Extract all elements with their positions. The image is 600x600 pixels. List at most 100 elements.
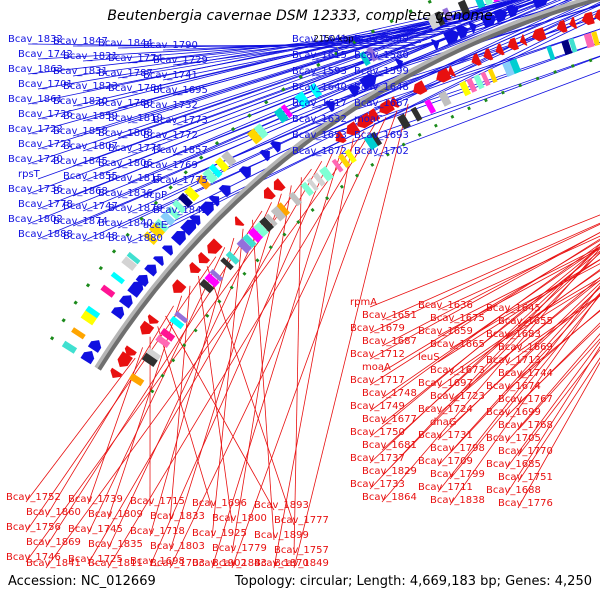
inner-feature-dot — [401, 142, 406, 147]
kbp-tick-label: 2150 kbp — [313, 35, 353, 45]
reverse-gene-label: Bcav_1893 — [254, 500, 309, 511]
reverse-gene-label-leader — [381, 232, 600, 347]
reverse-gene-label-leader — [293, 103, 409, 569]
reverse-gene-label: Bcav_1803 — [150, 541, 205, 552]
forward-gene — [506, 4, 519, 18]
reverse-gene-label: Bcav_1777 — [274, 515, 329, 526]
reverse-gene-label: Bcav_1659 — [418, 326, 473, 337]
forward-gene-label: Bcav_1778 — [18, 199, 73, 210]
forward-gene — [455, 25, 469, 39]
reverse-gene-label-leader — [369, 243, 600, 412]
outer-feature-dot — [316, 62, 321, 68]
forward-gene-label: Bcav_1774 — [108, 53, 163, 64]
reverse-gene-label-leader — [437, 282, 600, 441]
reverse-gene-label-leader — [369, 214, 600, 308]
reverse-cog-block — [259, 216, 275, 232]
forward-gene-label: Bcav_1672 — [292, 146, 347, 157]
reverse-gene-label: Bcav_1899 — [254, 530, 309, 541]
forward-cog-block — [434, 11, 446, 27]
outer-feature-dot — [247, 113, 252, 118]
reverse-gene-label: Bcav_1849 — [274, 558, 329, 569]
forward-gene-label: acpP — [143, 190, 167, 201]
forward-gene-label: Bcav_1831 — [53, 66, 108, 77]
reverse-gene-label-leader — [169, 285, 191, 522]
reverse-gene-label-leader — [45, 210, 263, 548]
reverse-gene-label-leader — [369, 246, 600, 464]
reverse-cog-block — [225, 251, 240, 265]
forward-cog-block — [280, 104, 293, 119]
forward-gene-label: Bcav_1648 — [354, 82, 409, 93]
reverse-gene-label: Bcav_1843 — [212, 558, 267, 569]
forward-cog-block — [154, 218, 169, 233]
forward-gene — [111, 306, 125, 320]
reverse-cog-block — [288, 191, 303, 207]
reverse-gene-label-leader — [45, 130, 365, 569]
forward-gene-label: Bcav_1772 — [143, 130, 198, 141]
forward-gene-label: Bcav_1823 — [63, 81, 118, 92]
reverse-gene — [198, 252, 210, 264]
inner-feature-dot — [450, 114, 455, 119]
forward-gene-label-leader — [311, 0, 547, 61]
forward-cog-block — [71, 327, 86, 340]
forward-gene-label-leader — [172, 1, 600, 216]
forward-cog-block — [172, 199, 187, 214]
reverse-gene — [471, 53, 482, 66]
forward-gene-label: Bcav_1721 — [18, 139, 73, 150]
forward-gene-label: Bcav_1847 — [53, 36, 108, 47]
reverse-gene-label-leader — [505, 263, 600, 314]
forward-gene-label-leader — [373, 56, 600, 141]
forward-gene-label: Bcav_1773 — [153, 115, 208, 126]
inner-feature-dot — [434, 123, 438, 128]
forward-gene-label-leader — [37, 0, 515, 120]
reverse-gene-label: Bcav_1651 — [362, 310, 417, 321]
reverse-gene-label: Bcav_1724 — [418, 404, 473, 415]
reverse-gene-label: Bcav_1749 — [350, 401, 405, 412]
forward-gene-label: Bcav_1632 — [292, 114, 347, 125]
forward-gene-label-leader — [127, 0, 558, 184]
reverse-gene-label: leuS — [418, 352, 440, 363]
forward-cog-block — [308, 82, 323, 99]
reverse-gene-label-leader — [505, 295, 600, 366]
forward-gene-label: Bcav_1858 — [53, 126, 108, 137]
forward-gene — [189, 215, 201, 226]
reverse-cog-block — [370, 131, 383, 146]
reverse-gene-label-leader — [157, 326, 213, 509]
reverse-gene-label: Bcav_1750 — [350, 427, 405, 438]
reverse-gene-label-leader — [149, 237, 235, 537]
reverse-gene-label: Bcav_1698 — [130, 556, 185, 567]
forward-gene — [127, 281, 144, 298]
forward-gene-label-leader — [72, 0, 532, 167]
reverse-gene-label-leader — [381, 239, 600, 373]
reverse-gene-label: Bcav_1687 — [362, 336, 417, 347]
reverse-cog-block — [363, 134, 379, 151]
reverse-gene-label: Bcav_1655 — [498, 316, 553, 327]
inner-feature-dot — [355, 173, 359, 178]
outer-feature-dot — [139, 216, 144, 221]
reverse-gene-label: Bcav_1799 — [430, 469, 485, 480]
reverse-gene-label: Bcav_1841 — [26, 558, 81, 569]
inner-feature-dot — [484, 98, 488, 103]
inner-feature-dot — [296, 220, 301, 225]
forward-gene-label: moaC — [354, 114, 383, 125]
reverse-gene-label-leader — [231, 110, 398, 569]
outer-feature-dot — [230, 127, 236, 132]
outer-feature-dot — [298, 74, 303, 80]
forward-gene-label-leader — [82, 0, 582, 212]
forward-gene-label: Bcav_1726 — [18, 109, 73, 120]
reverse-gene-label: Bcav_1757 — [274, 545, 329, 556]
forward-gene-label: Bcav_1842 — [153, 205, 208, 216]
forward-cog-block — [475, 0, 486, 9]
reverse-cog-block — [155, 334, 171, 348]
forward-gene-label-leader — [37, 0, 516, 150]
outer-feature-dot — [85, 283, 91, 288]
reverse-cog-block — [270, 205, 287, 222]
reverse-gene-label: Bcav_1811 — [88, 558, 143, 569]
forward-gene-label: Bcav_1807 — [63, 141, 118, 152]
reverse-gene-label-leader — [252, 219, 275, 541]
inner-feature-dot — [268, 245, 273, 250]
reverse-gene-label: Bcav_1712 — [350, 349, 405, 360]
reverse-gene — [335, 130, 347, 143]
reverse-cog-block — [204, 272, 220, 288]
forward-gene — [493, 8, 508, 23]
reverse-gene — [273, 178, 286, 191]
